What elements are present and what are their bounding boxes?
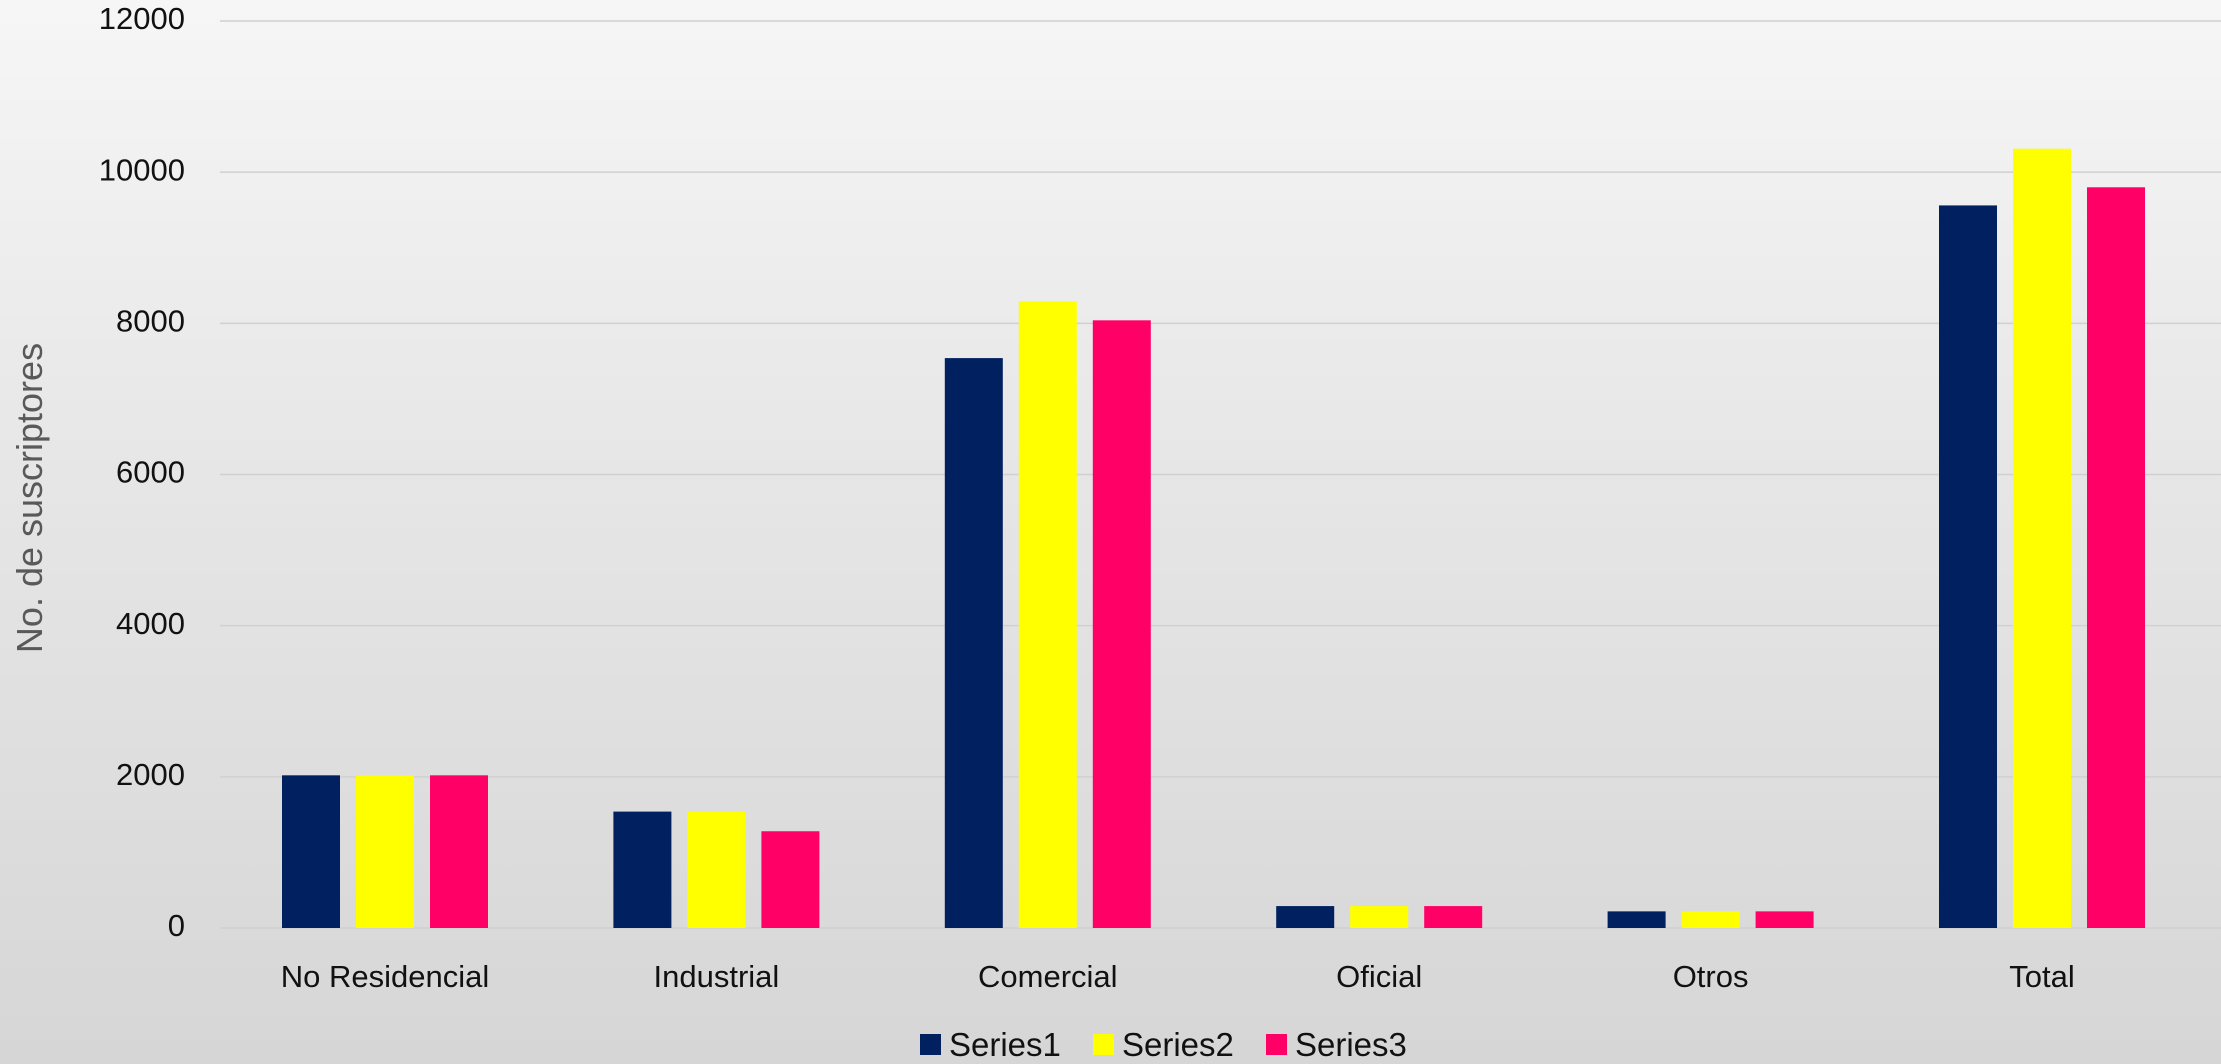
legend-label: Series1 bbox=[949, 1026, 1061, 1063]
gridlines bbox=[220, 20, 2221, 929]
bar bbox=[1755, 911, 1814, 928]
legend: Series1 Series2 Series3 bbox=[920, 1026, 1407, 1063]
y-tick-label: 12000 bbox=[99, 1, 185, 36]
x-tick-label: Industrial bbox=[654, 959, 780, 994]
bar bbox=[1607, 911, 1666, 928]
bar bbox=[1350, 906, 1409, 928]
bar bbox=[1681, 911, 1740, 928]
bar bbox=[613, 811, 672, 928]
legend-label: Series2 bbox=[1122, 1026, 1234, 1063]
legend-swatch bbox=[1093, 1034, 1114, 1055]
x-tick-label: Comercial bbox=[978, 959, 1118, 994]
bar bbox=[356, 775, 414, 928]
y-tick-label: 6000 bbox=[116, 455, 185, 490]
x-tick-label: Otros bbox=[1673, 959, 1749, 994]
legend-swatch bbox=[1266, 1034, 1287, 1055]
x-tick-label: Total bbox=[2009, 959, 2074, 994]
x-axis-ticks: No Residencial Industrial Comercial Oficial… bbox=[281, 959, 2075, 994]
y-tick-label: 8000 bbox=[116, 304, 185, 339]
y-axis-ticks: 0 2000 4000 6000 8000 10000 12000 bbox=[99, 1, 185, 943]
bar bbox=[282, 775, 340, 928]
bar bbox=[2087, 187, 2145, 929]
bar bbox=[687, 811, 746, 928]
x-tick-label: Oficial bbox=[1336, 959, 1422, 994]
legend-swatch bbox=[920, 1034, 941, 1055]
bar bbox=[1276, 906, 1335, 928]
legend-label: Series3 bbox=[1295, 1026, 1407, 1063]
y-tick-label: 0 bbox=[168, 908, 185, 943]
bars bbox=[282, 148, 2145, 929]
bar bbox=[1092, 320, 1151, 928]
bar bbox=[2013, 148, 2071, 928]
bar bbox=[944, 358, 1003, 928]
y-tick-label: 4000 bbox=[116, 606, 185, 641]
bar bbox=[430, 775, 488, 928]
y-tick-label: 10000 bbox=[99, 152, 185, 187]
bar bbox=[1424, 906, 1483, 928]
y-tick-label: 2000 bbox=[116, 757, 185, 792]
bar bbox=[1939, 205, 1997, 928]
bar bbox=[1018, 301, 1077, 928]
bar bbox=[761, 831, 820, 928]
x-tick-label: No Residencial bbox=[281, 959, 490, 994]
y-axis-label: No. de suscriptores bbox=[9, 343, 50, 653]
